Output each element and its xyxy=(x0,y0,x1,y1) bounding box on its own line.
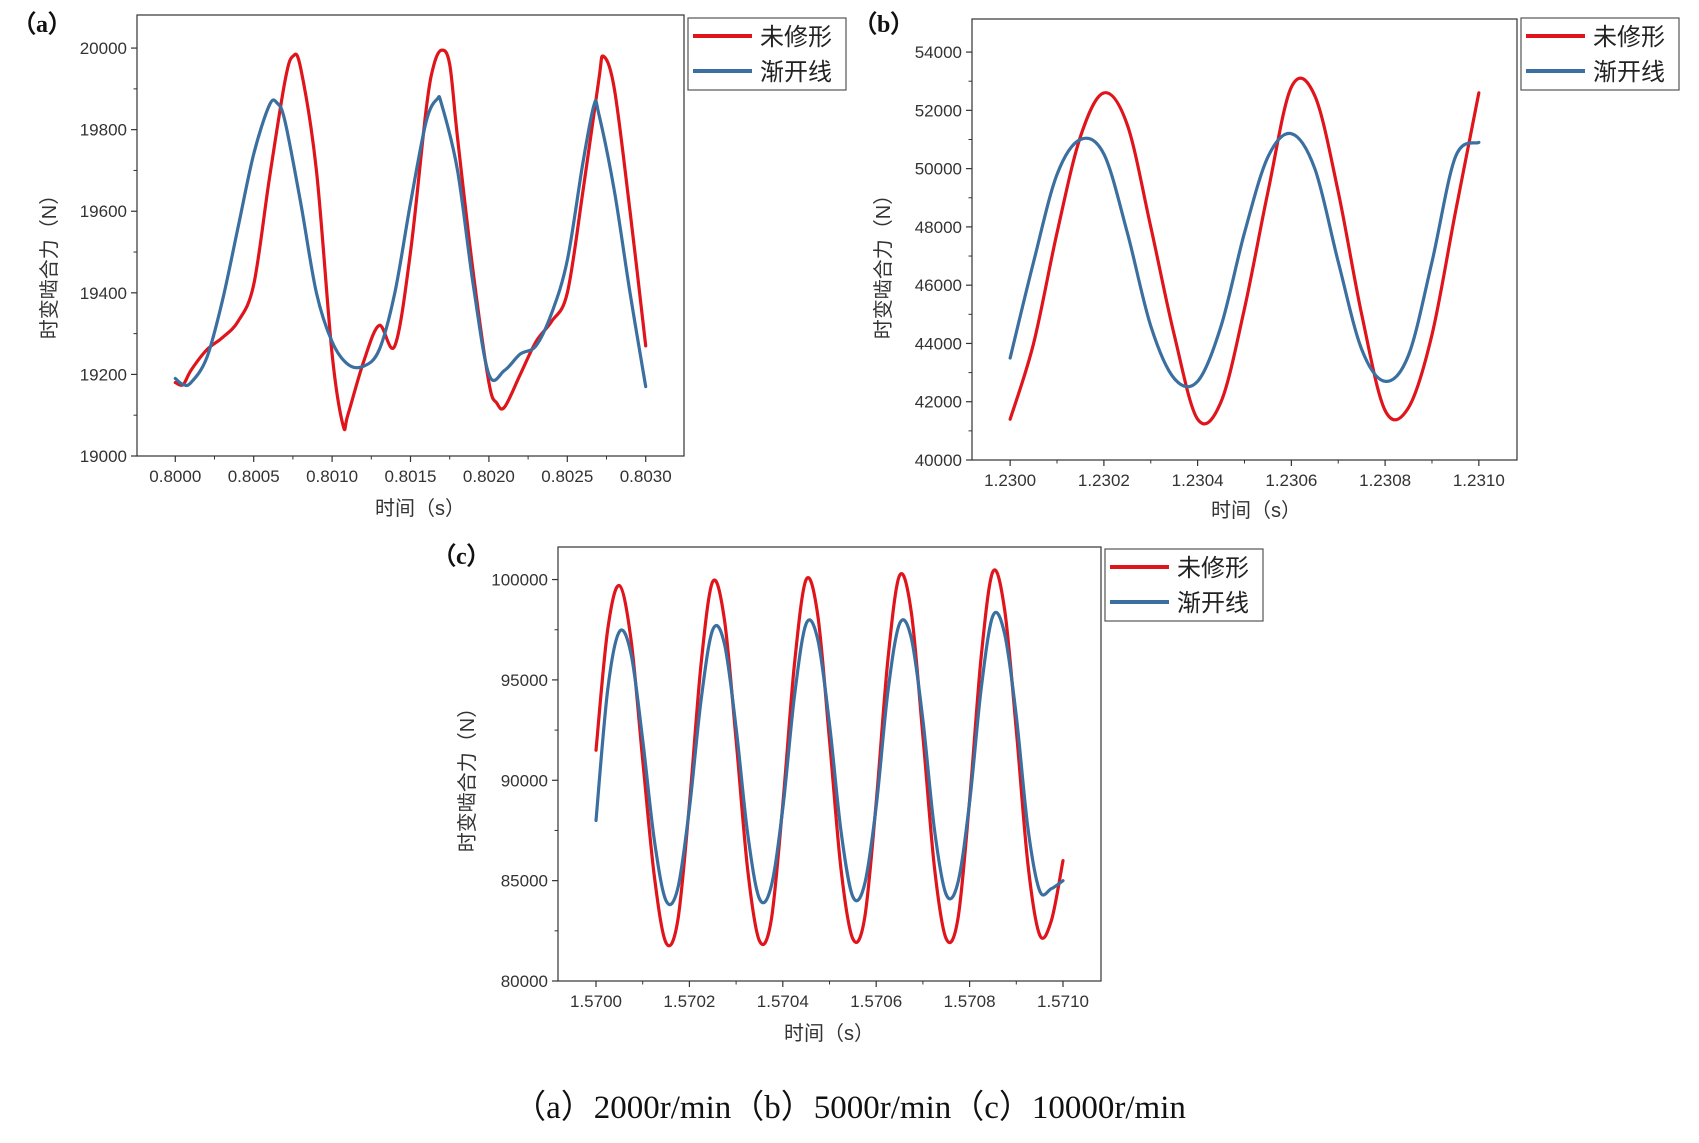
y-tick-label: 46000 xyxy=(915,276,962,295)
x-tick-label: 1.5704 xyxy=(757,992,809,1011)
y-tick-label: 52000 xyxy=(915,101,962,120)
y-tick-label: 48000 xyxy=(915,218,962,237)
legend-box xyxy=(1104,548,1264,622)
x-tick-label: 0.8030 xyxy=(620,467,672,486)
series-line-unmodified xyxy=(173,48,648,432)
panel-label: （a） xyxy=(12,11,72,38)
x-tick-label: 1.2304 xyxy=(1172,471,1224,490)
y-axis-title: 时变啮合力（N） xyxy=(38,185,61,339)
series-line-involute xyxy=(594,610,1065,907)
y-tick-label: 90000 xyxy=(501,771,548,790)
x-tick-label: 0.8025 xyxy=(541,467,593,486)
x-tick-label: 1.2302 xyxy=(1078,471,1130,490)
x-tick-label: 1.5706 xyxy=(850,992,902,1011)
x-tick-label: 0.8015 xyxy=(385,467,437,486)
y-tick-label: 85000 xyxy=(501,872,548,891)
legend-label: 未修形 xyxy=(760,24,832,51)
legend-box xyxy=(687,17,847,91)
panel-label: （c） xyxy=(432,543,491,570)
series-line-involute xyxy=(1008,131,1481,389)
chart-panel-b: 1.2300 1.2302 1.2304 1.2306 1.2308 1.2310 4000… xyxy=(853,11,1680,522)
figure-caption: （a）2000r/min（b）5000r/min（c）10000r/min xyxy=(513,1090,1186,1126)
chart-panel-c: 1.5700 1.5702 1.5704 1.5706 1.5708 1.5710 8000… xyxy=(432,543,1264,1045)
y-tick-label: 50000 xyxy=(915,160,962,179)
x-tick-label: 0.8020 xyxy=(463,467,515,486)
y-tick-label: 100000 xyxy=(491,571,548,590)
x-tick-label: 1.2308 xyxy=(1359,471,1411,490)
legend-box xyxy=(1520,17,1680,91)
x-tick-label: 1.5708 xyxy=(944,992,996,1011)
y-tick-label: 19400 xyxy=(80,284,127,303)
y-tick-label: 44000 xyxy=(915,334,962,353)
x-axis-title: 时间（s） xyxy=(784,1022,874,1045)
y-tick-label: 54000 xyxy=(915,43,962,62)
x-tick-label: 0.8005 xyxy=(228,467,280,486)
x-axis-title: 时间（s） xyxy=(375,497,465,520)
series-line-involute xyxy=(173,95,648,389)
y-tick-label: 19600 xyxy=(80,202,127,221)
y-tick-label: 19000 xyxy=(80,447,127,466)
y-tick-label: 19800 xyxy=(80,121,127,140)
x-tick-label: 1.2310 xyxy=(1453,471,1505,490)
chart-panel-a: 0.8000 0.8005 0.8010 0.8015 0.8020 0.8025 0.80… xyxy=(12,11,847,520)
series-line-unmodified xyxy=(1008,76,1481,426)
legend-label: 渐开线 xyxy=(760,59,832,86)
x-tick-label: 1.5702 xyxy=(663,992,715,1011)
plot-frame xyxy=(136,14,685,457)
y-tick-label: 80000 xyxy=(501,972,548,991)
series-line-unmodified xyxy=(594,568,1065,948)
x-tick-label: 1.5700 xyxy=(570,992,622,1011)
x-tick-label: 1.2300 xyxy=(984,471,1036,490)
y-axis-title: 时变啮合力（N） xyxy=(456,698,479,852)
legend-label: 渐开线 xyxy=(1593,59,1665,86)
y-tick-label: 19200 xyxy=(80,365,127,384)
legend-label: 渐开线 xyxy=(1177,590,1249,617)
legend-label: 未修形 xyxy=(1177,555,1249,582)
y-tick-label: 20000 xyxy=(80,39,127,58)
x-tick-label: 1.2306 xyxy=(1265,471,1317,490)
y-tick-label: 95000 xyxy=(501,671,548,690)
legend-label: 未修形 xyxy=(1593,24,1665,51)
x-axis-title: 时间（s） xyxy=(1211,499,1301,522)
y-tick-label: 40000 xyxy=(915,451,962,470)
panel-label: （b） xyxy=(853,11,914,38)
x-tick-label: 1.5710 xyxy=(1037,992,1089,1011)
x-tick-label: 0.8010 xyxy=(306,467,358,486)
y-tick-label: 42000 xyxy=(915,393,962,412)
y-axis-title: 时变啮合力（N） xyxy=(872,185,895,339)
x-tick-label: 0.8000 xyxy=(149,467,201,486)
